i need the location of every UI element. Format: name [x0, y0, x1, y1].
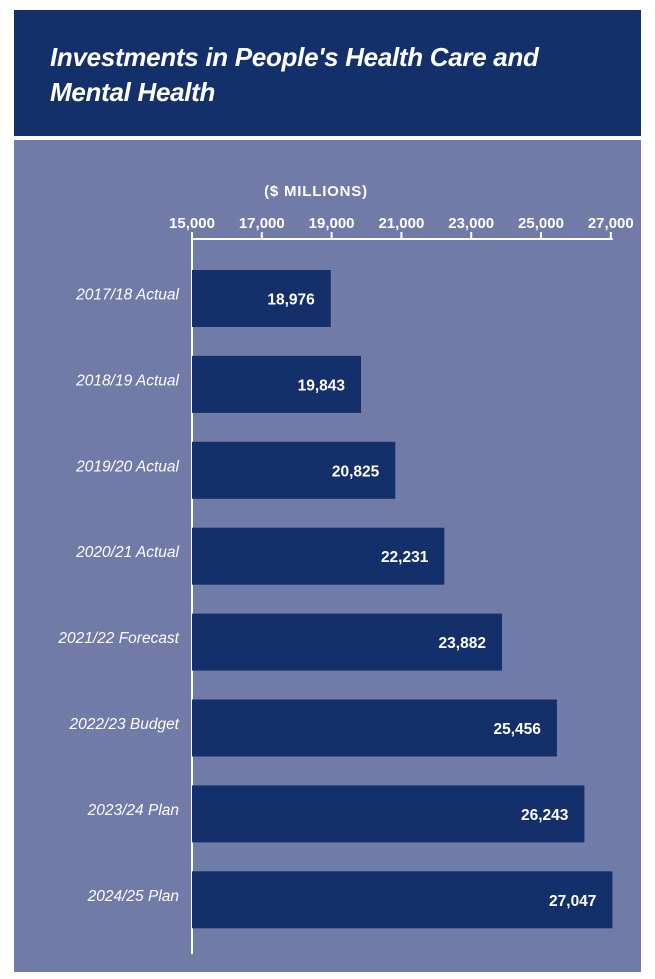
bar-value-label: 19,843 — [298, 377, 346, 394]
bar-value-label: 27,047 — [549, 893, 596, 910]
category-label: 2023/24 Plan — [87, 802, 179, 819]
category-label: 2019/20 Actual — [75, 458, 179, 475]
bar — [192, 785, 585, 843]
bar — [192, 613, 502, 671]
category-label: 2022/23 Budget — [69, 716, 180, 733]
bar-value-label: 23,882 — [439, 635, 486, 652]
bar-value-label: 18,976 — [267, 292, 315, 309]
chart-header: Investments in People's Health Care and … — [14, 10, 641, 136]
x-tick-label: 27,000 — [588, 215, 634, 232]
x-tick-label: 15,000 — [169, 215, 215, 232]
category-label: 2021/22 Forecast — [57, 630, 179, 647]
category-label: 2024/25 Plan — [87, 888, 179, 905]
x-tick-label: 25,000 — [518, 215, 564, 232]
x-tick-label: 17,000 — [239, 215, 285, 232]
x-tick-label: 23,000 — [448, 215, 494, 232]
x-tick-label: 19,000 — [309, 215, 355, 232]
bar-value-label: 22,231 — [381, 549, 429, 566]
bar-value-label: 26,243 — [521, 807, 569, 824]
category-label: 2020/21 Actual — [75, 544, 179, 561]
category-label: 2018/19 Actual — [75, 372, 179, 389]
x-tick-label: 21,000 — [378, 215, 424, 232]
bar — [192, 527, 445, 585]
chart-panel: ($ MILLIONS) 15,000 17,000 19,000 21,000 23,… — [14, 140, 641, 972]
bar — [192, 355, 362, 413]
chart-title: Investments in People's Health Care and … — [50, 42, 539, 107]
bar-chart: ($ MILLIONS) 15,000 17,000 19,000 21,000 23,… — [57, 183, 634, 954]
bar — [192, 871, 613, 929]
bar-value-label: 20,825 — [332, 463, 380, 480]
bar — [192, 699, 557, 757]
bar — [192, 270, 331, 327]
bar — [192, 441, 396, 499]
category-label: 2017/18 Actual — [75, 287, 179, 304]
bar-value-label: 25,456 — [493, 721, 541, 738]
bars-group: 18,976 2017/18 Actual 19,843 2018/19 Actual… — [57, 270, 613, 929]
unit-label: ($ MILLIONS) — [264, 183, 368, 200]
